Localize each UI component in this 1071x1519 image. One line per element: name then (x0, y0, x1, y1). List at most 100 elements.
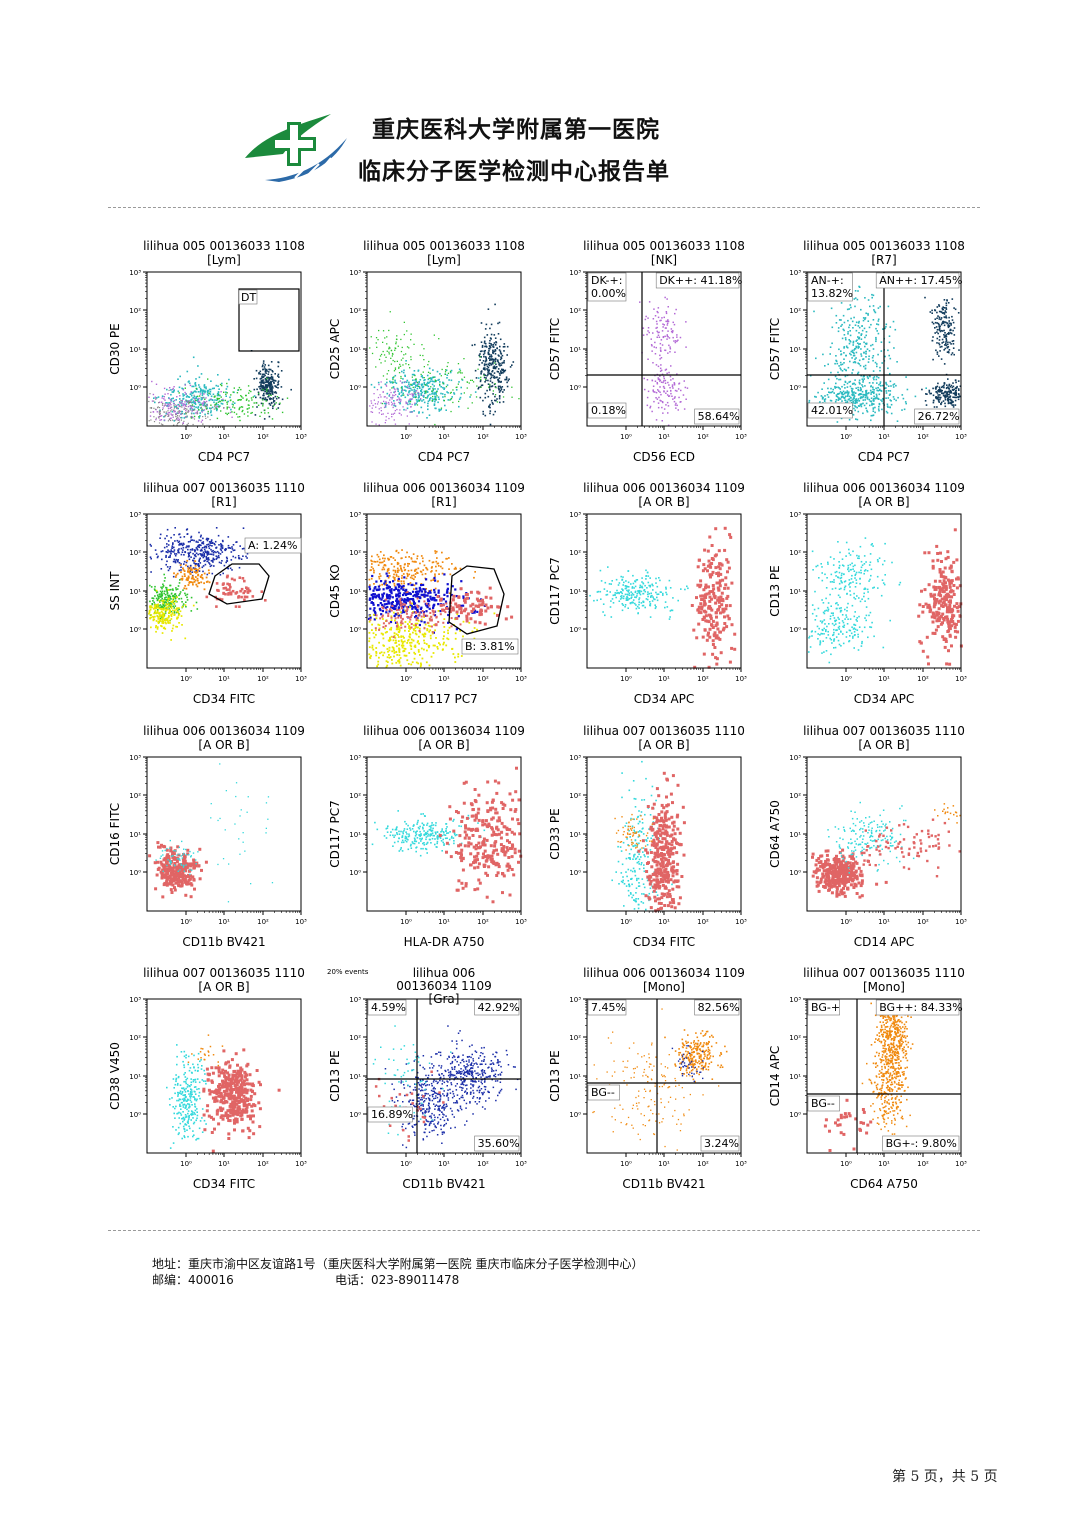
event-dot (181, 543, 183, 546)
event-dot (161, 550, 164, 552)
event-dot (265, 398, 267, 401)
event-dot (174, 576, 177, 578)
event-dot (375, 580, 378, 583)
event-dot (228, 547, 231, 549)
event-dot (936, 311, 938, 314)
event-dot (446, 365, 448, 368)
event-dot (952, 329, 954, 332)
event-dot (277, 383, 280, 386)
event-dot (657, 331, 659, 334)
event-dot (155, 597, 158, 600)
event-dot (924, 400, 927, 402)
y-tick-label: 10² (349, 307, 361, 315)
event-dot (414, 573, 417, 575)
event-dot (947, 350, 950, 353)
event-dot (836, 377, 838, 380)
event-dot (206, 408, 208, 410)
event-dot (269, 404, 272, 406)
event-dot (880, 390, 883, 392)
event-dot (857, 347, 860, 349)
event-dot (490, 333, 493, 336)
event-dot (240, 406, 243, 408)
event-dot (393, 419, 395, 421)
event-dot (885, 323, 888, 326)
event-dot (417, 383, 419, 385)
event-dot (475, 377, 478, 379)
x-axis-label: CD4 PC7 (198, 450, 250, 464)
event-dot (872, 305, 875, 307)
event-dot (876, 382, 878, 384)
event-dot (486, 389, 488, 392)
event-dot (872, 294, 875, 297)
event-dot (163, 398, 165, 400)
event-dot (860, 355, 863, 357)
event-dot (229, 591, 232, 594)
event-dot (264, 397, 267, 399)
event-dot (153, 397, 155, 399)
event-dot (231, 589, 235, 593)
event-dot (388, 581, 391, 584)
event-dot (153, 618, 156, 621)
event-dot (175, 414, 177, 416)
event-dot (165, 596, 167, 598)
event-dot (172, 400, 175, 403)
event-dot (500, 386, 502, 389)
event-dot (382, 391, 384, 393)
event-dot (842, 390, 845, 393)
event-dot (492, 346, 495, 348)
event-dot (368, 617, 371, 620)
event-dot (420, 663, 422, 666)
event-dot (177, 407, 179, 410)
event-dot (193, 562, 195, 564)
event-dot (262, 394, 264, 397)
event-dot (656, 383, 659, 385)
event-dot (208, 547, 211, 550)
event-dot (946, 351, 949, 353)
event-dot (172, 624, 175, 627)
event-dot (496, 347, 498, 349)
event-dot (273, 403, 276, 405)
event-dot (180, 578, 183, 580)
event-dot (936, 406, 938, 408)
event-dot (164, 415, 166, 417)
event-dot (206, 393, 209, 395)
event-dot (648, 331, 650, 334)
event-dot (231, 569, 233, 571)
event-dot (870, 393, 872, 395)
event-dot (404, 389, 406, 391)
event-dot (841, 395, 843, 398)
event-dot (413, 657, 416, 660)
event-dot (384, 422, 386, 424)
event-dot (229, 547, 232, 549)
event-dot (207, 389, 209, 392)
event-dot (389, 381, 392, 384)
event-dot (389, 347, 391, 349)
event-dot (893, 398, 896, 400)
event-dot (655, 397, 657, 399)
event-dot (194, 549, 197, 551)
event-dot (197, 545, 200, 547)
event-dot (490, 385, 493, 388)
event-dot (203, 560, 205, 562)
event-dot (207, 412, 209, 415)
x-tick-label: 10² (917, 433, 929, 441)
event-dot (498, 388, 500, 390)
event-dot (409, 393, 411, 395)
event-dot (494, 303, 496, 306)
event-dot (430, 378, 433, 380)
event-dot (175, 574, 178, 577)
event-dot (421, 573, 424, 576)
event-dot (269, 383, 271, 385)
event-dot (684, 386, 687, 389)
event-dot (403, 580, 405, 583)
event-dot (178, 404, 180, 406)
event-dot (175, 625, 177, 628)
event-dot (159, 413, 161, 415)
event-dot (269, 385, 271, 387)
event-dot (160, 591, 163, 594)
event-dot (418, 586, 421, 589)
event-dot (433, 596, 436, 600)
event-dot (165, 414, 167, 417)
event-dot (413, 373, 415, 376)
event-dot (879, 385, 882, 387)
